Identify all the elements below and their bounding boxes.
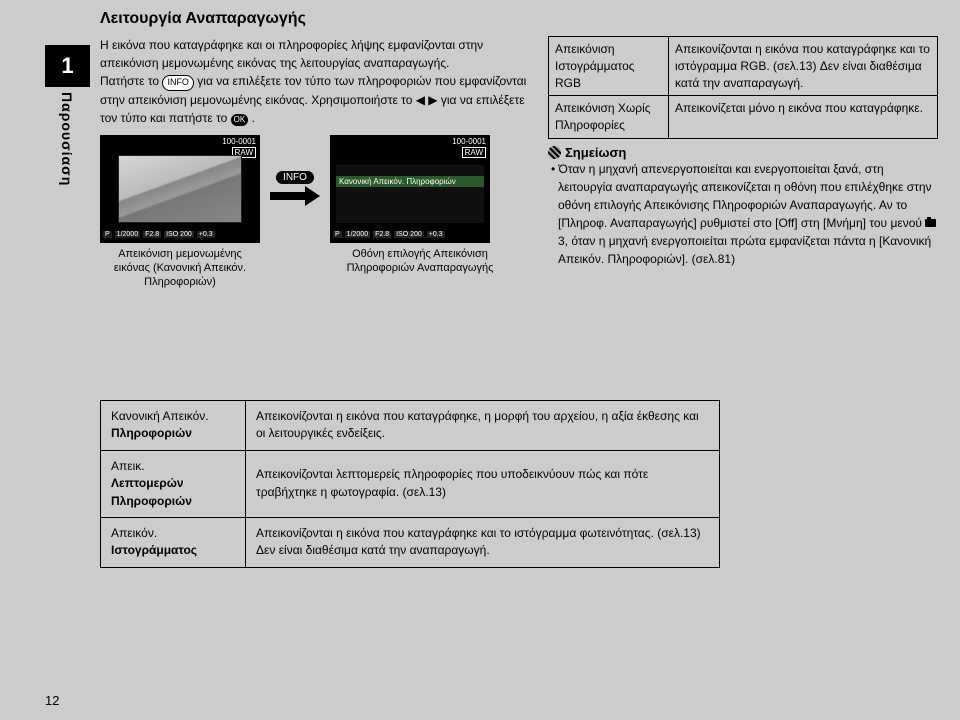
intro-paragraph-1: Η εικόνα που καταγράφηκε και οι πληροφορ…	[100, 36, 530, 72]
cell-value: Απεικονίζεται μόνο η εικόνα που καταγράφ…	[669, 96, 938, 139]
lcd-preview-right: 100-0001 RAW Κανονική Απεικόν. Πληροφορι…	[330, 135, 490, 243]
lcd-file-number: 100-0001	[452, 137, 486, 146]
table-row: Απεικ. Λεπτομερών Πληροφοριών Απεικονίζο…	[101, 450, 720, 517]
intro-paragraph-2: Πατήστε το INFO για να επιλέξετε τον τύπ…	[100, 72, 530, 127]
lcd-illustration-row: 100-0001 RAW P 1/2000 F2.8 ISO 200 +0.3 …	[100, 135, 530, 243]
lcd-mode: P	[333, 231, 342, 238]
lcd-menu-item-selected: Κανονική Απεικόν. Πληροφοριών	[336, 176, 484, 187]
table-row: Απεικόνιση Ιστογράμματος RGB Απεικονίζον…	[549, 37, 938, 96]
page-number: 12	[45, 693, 59, 708]
bottom-info-table: Κανονική Απεικόν. Πληροφοριών Απεικονίζο…	[100, 400, 720, 568]
note-heading: Σημείωση	[548, 145, 938, 160]
arrow-icon	[270, 186, 320, 206]
cell-key: Κανονική Απεικόν. Πληροφοριών	[101, 401, 246, 451]
cell-value: Απεικονίζονται η εικόνα που καταγράφηκε,…	[246, 401, 720, 451]
label-sub: Ιστογράμματος	[111, 543, 197, 557]
lcd-ev: +0.3	[197, 231, 215, 238]
ok-button-label: OK	[231, 114, 249, 126]
lcd-shutter: 1/2000	[345, 231, 370, 238]
note-body: • Όταν η μηχανή απενεργοποιείται και ενε…	[548, 160, 938, 268]
cell-key: Απεικ. Λεπτομερών Πληροφοριών	[101, 450, 246, 517]
camera-icon	[925, 219, 936, 227]
lcd-aperture: F2.8	[373, 231, 391, 238]
info-arrow: INFO	[270, 171, 320, 206]
cell-value: Απεικονίζονται λεπτομερείς πληροφορίες π…	[246, 450, 720, 517]
lcd-caption-left: Απεικόνιση μεμονωμένης εικόνας (Κανονική…	[100, 247, 260, 290]
label-main: Κανονική Απεικόν.	[111, 408, 235, 425]
chapter-label: Παρουσίαση	[45, 87, 89, 191]
note-text: 3, όταν η μηχανή ενεργοποιείται πρώτα εμ…	[558, 234, 931, 266]
info-button-label: INFO	[162, 75, 194, 91]
label-sub: Λεπτομερών Πληροφοριών	[111, 476, 192, 507]
label-main: Απεικόν.	[111, 525, 235, 542]
lcd-file-number: 100-0001	[222, 137, 256, 146]
page-title: Λειτουργία Αναπαραγωγής	[100, 10, 940, 28]
lcd-ev: +0.3	[427, 231, 445, 238]
lcd-preview-left: 100-0001 RAW P 1/2000 F2.8 ISO 200 +0.3	[100, 135, 260, 243]
lcd-menu: Κανονική Απεικόν. Πληροφοριών	[336, 165, 484, 223]
lcd-mode: P	[103, 231, 112, 238]
label-main: Απεικ.	[111, 458, 235, 475]
lcd-menu-item	[336, 165, 484, 176]
label-sub: Πληροφοριών	[111, 426, 192, 440]
note-text: Όταν η μηχανή απενεργοποιείται και ενεργ…	[558, 162, 932, 230]
table-row: Κανονική Απεικόν. Πληροφοριών Απεικονίζο…	[101, 401, 720, 451]
chapter-tab: 1 Παρουσίαση	[45, 45, 90, 191]
lcd-aperture: F2.8	[143, 231, 161, 238]
lcd-iso: ISO 200	[394, 231, 424, 238]
lcd-iso: ISO 200	[164, 231, 194, 238]
lcd-caption-right: Οθόνη επιλογής Απεικόνιση Πληροφοριών Αν…	[340, 247, 500, 290]
intro-text: .	[252, 111, 255, 125]
lcd-format-badge: RAW	[462, 147, 486, 158]
lcd-bottom-bar: P 1/2000 F2.8 ISO 200 +0.3	[330, 227, 490, 243]
lcd-bottom-bar: P 1/2000 F2.8 ISO 200 +0.3	[100, 227, 260, 243]
lcd-shutter: 1/2000	[115, 231, 140, 238]
intro-text: Πατήστε το	[100, 74, 162, 88]
arrow-keys-icon: ◀ ▶	[416, 93, 438, 107]
lcd-menu-item	[336, 187, 484, 198]
info-pill-icon: INFO	[276, 171, 314, 184]
lcd-photo-area	[118, 155, 242, 223]
chapter-number: 1	[45, 45, 90, 87]
cell-key: Απεικόνιση Χωρίς Πληροφορίες	[549, 96, 669, 139]
cell-value: Απεικονίζονται η εικόνα που καταγράφηκε …	[246, 517, 720, 567]
right-info-table: Απεικόνιση Ιστογράμματος RGB Απεικονίζον…	[548, 36, 938, 139]
lcd-menu-item	[336, 198, 484, 209]
table-row: Απεικόνιση Χωρίς Πληροφορίες Απεικονίζετ…	[549, 96, 938, 139]
cell-value: Απεικονίζονται η εικόνα που καταγράφηκε …	[669, 37, 938, 96]
cell-key: Απεικόν. Ιστογράμματος	[101, 517, 246, 567]
cell-key: Απεικόνιση Ιστογράμματος RGB	[549, 37, 669, 96]
table-row: Απεικόν. Ιστογράμματος Απεικονίζονται η …	[101, 517, 720, 567]
